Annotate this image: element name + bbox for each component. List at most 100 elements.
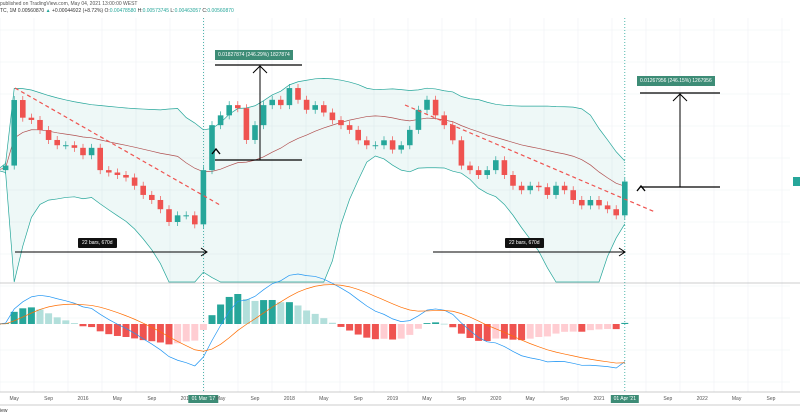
time-axis-tick: Sep [147, 396, 157, 402]
time-axis-tick: Sep [353, 396, 363, 402]
change-up-icon: ▲ [45, 8, 51, 14]
candle [2, 165, 9, 171]
macd-histogram-bar [328, 322, 336, 324]
candle [71, 145, 78, 148]
candle [114, 172, 121, 175]
time-axis-tick: May [319, 396, 329, 402]
candle [235, 105, 241, 109]
measure-label-1: 0.01827874 (246.29%) 1827874 [215, 50, 293, 60]
macd-histogram-bar [475, 324, 483, 341]
candle [389, 140, 396, 150]
open-value: 0.00478580 [109, 8, 137, 14]
macd-histogram-bar [363, 324, 371, 338]
time-axis-tick: Sep [766, 396, 776, 402]
candle [123, 174, 129, 178]
macd-histogram-bar [10, 311, 18, 324]
macd-histogram-bar [535, 324, 543, 338]
candle [346, 125, 353, 130]
macd-histogram-bar [182, 324, 190, 342]
trendline [14, 87, 221, 206]
macd-histogram-bar [371, 324, 379, 340]
signal-line [0, 284, 625, 364]
published-info: published on TradingView.com, May 04, 20… [0, 1, 138, 7]
candle [286, 88, 293, 106]
macd-histogram-bar [552, 324, 560, 334]
macd-histogram-bar [113, 324, 121, 336]
macd-histogram-bar [303, 310, 311, 324]
macd-histogram-bar [311, 313, 319, 324]
candle [97, 147, 103, 171]
candle [183, 215, 189, 217]
arrow-head-icon [618, 247, 626, 257]
macd-histogram-bar [122, 324, 130, 337]
candle [37, 119, 43, 131]
candle [596, 199, 602, 206]
macd-histogram-bar [346, 324, 354, 331]
bollinger-fill [0, 78, 625, 282]
footer-text: iew [0, 408, 8, 414]
candle [518, 185, 525, 191]
time-axis-tick: Sep [663, 396, 673, 402]
macd-histogram-bar [53, 317, 61, 324]
arrow-head-icon [672, 93, 688, 102]
macd-histogram-bar [199, 324, 207, 330]
macd-histogram-bar [621, 322, 629, 324]
time-axis-tick: May [112, 396, 123, 402]
candle [200, 170, 207, 225]
macd-histogram-bar [217, 304, 225, 324]
candle [561, 185, 568, 191]
time-axis-tick: May [422, 396, 432, 402]
macd-histogram-bar [543, 324, 551, 337]
candle [20, 100, 26, 118]
macd-histogram-bar [320, 318, 328, 324]
time-axis-tick: 2019 [387, 396, 399, 402]
candle [174, 215, 181, 222]
candle [80, 147, 86, 156]
candle [441, 115, 447, 126]
candle [157, 199, 164, 210]
candle [407, 129, 413, 146]
candle [510, 174, 516, 186]
macd-histogram-bar [294, 305, 302, 324]
candle [398, 145, 404, 150]
bollinger-basis [0, 115, 625, 187]
macd-histogram-bar [268, 299, 276, 324]
candle [579, 199, 585, 206]
macd-histogram-bar [569, 324, 577, 332]
macd-histogram-bar [27, 307, 35, 324]
macd-histogram-bar [389, 324, 397, 340]
low-value: 0.00463057 [174, 8, 201, 14]
candle [54, 139, 60, 146]
bars-range-label-2: 22 bars, 670d [505, 238, 544, 248]
caret-icon [636, 184, 646, 192]
macd-histogram-bar [62, 320, 70, 324]
macd-histogram-bar [191, 324, 199, 341]
macd-histogram-bar [174, 324, 182, 344]
candle [570, 190, 576, 200]
macd-histogram-bar [36, 309, 44, 324]
macd-histogram-bar [70, 323, 78, 324]
candle [63, 145, 69, 147]
macd-histogram-bar [96, 324, 104, 332]
macd-histogram-bar [432, 322, 440, 324]
time-axis-tick: 2016 [77, 396, 89, 402]
time-axis-tick: May [731, 396, 742, 402]
symbol[interactable]: TC, 1M [0, 8, 17, 14]
candle [45, 130, 52, 140]
candle [475, 170, 482, 175]
macd-histogram-bar [285, 302, 293, 324]
macd-histogram-bar [260, 300, 268, 324]
macd-histogram-bar [604, 324, 612, 329]
candle [553, 185, 559, 195]
macd-histogram-bar [612, 324, 620, 330]
time-axis-tick: 2018 [283, 396, 295, 402]
macd-histogram-bar [156, 324, 164, 343]
bars-range-label-1: 22 bars, 670d [78, 238, 117, 248]
high-value: 0.00573745 [142, 8, 169, 14]
change: +0.00044922 (+8.72%) [51, 8, 104, 14]
candle [28, 117, 35, 120]
candle [544, 187, 551, 195]
candle [303, 99, 310, 110]
time-axis-tick: 01 Apr '21 [610, 395, 639, 403]
